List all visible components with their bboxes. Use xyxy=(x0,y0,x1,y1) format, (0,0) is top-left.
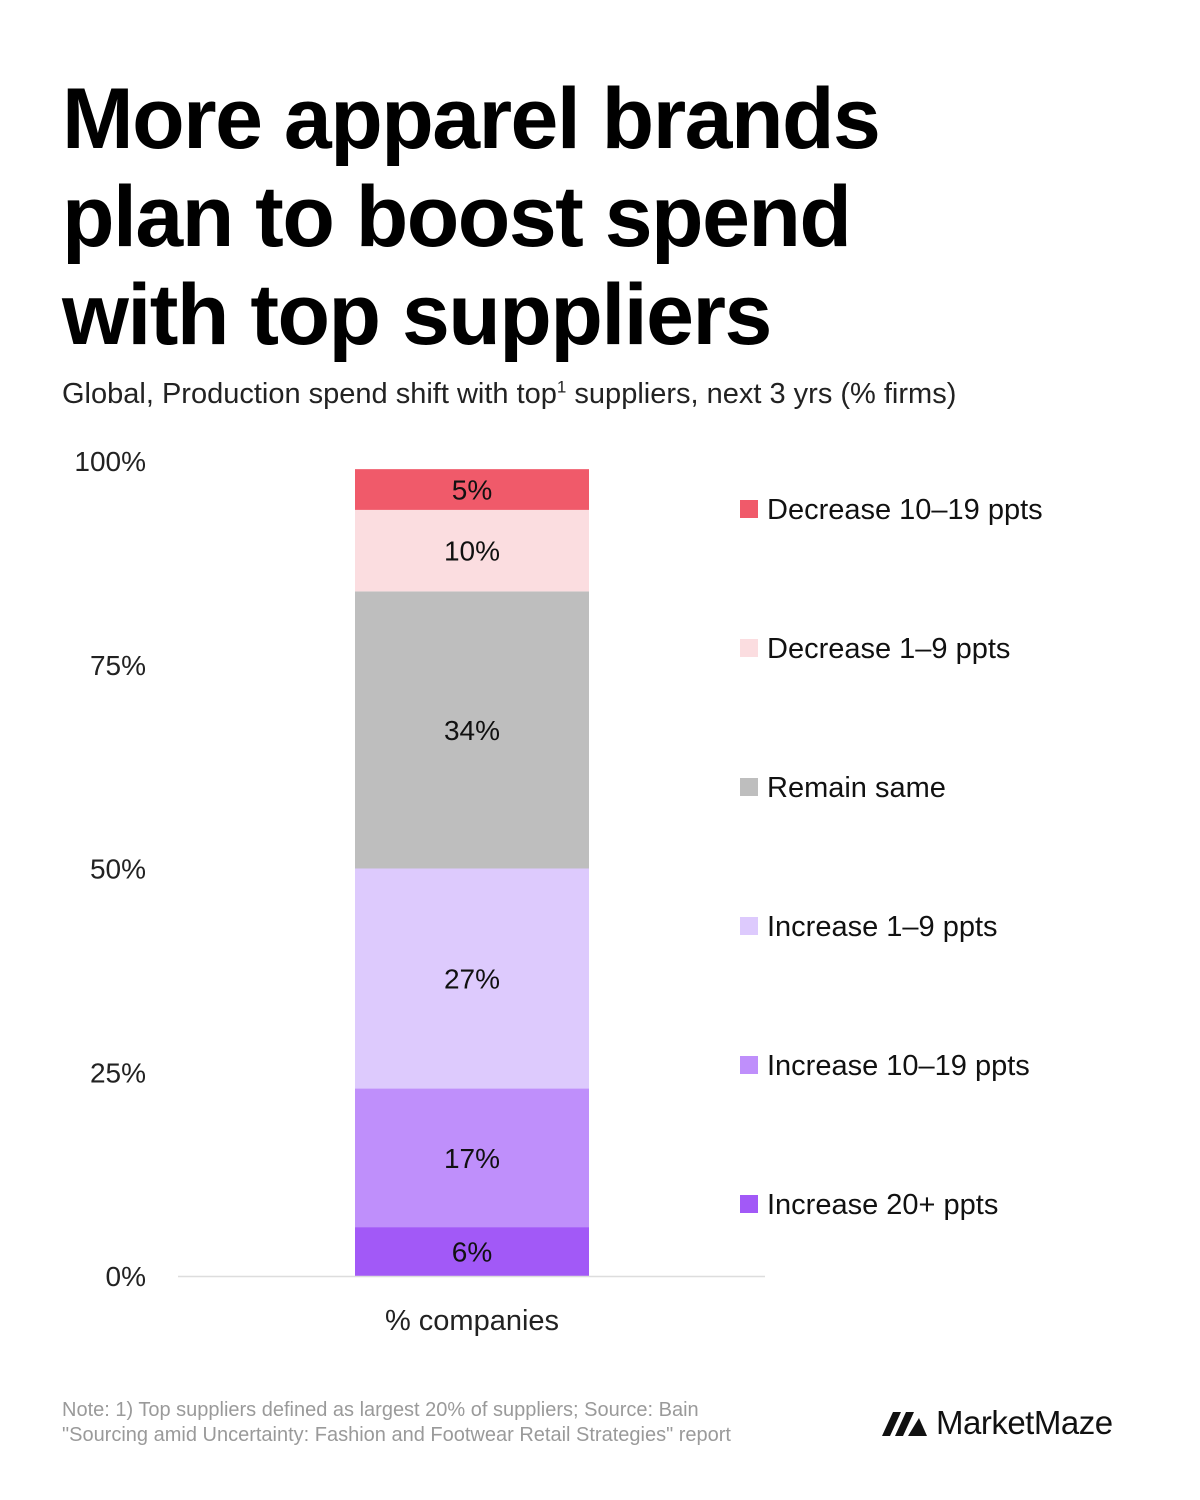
data-label: 5% xyxy=(452,475,492,506)
chart-subtitle: Global, Production spend shift with top1… xyxy=(62,378,956,411)
y-tick-label: 75% xyxy=(90,650,146,681)
brand-name: MarketMaze xyxy=(936,1404,1113,1441)
note-line-1: Note: 1) Top suppliers defined as larges… xyxy=(62,1399,699,1421)
data-label: 10% xyxy=(444,536,500,567)
legend-swatch xyxy=(740,917,758,935)
note-line-2: "Sourcing amid Uncertainty: Fashion and … xyxy=(62,1424,731,1446)
y-tick-label: 50% xyxy=(90,854,146,885)
bar-segment xyxy=(355,469,589,510)
brand-logo: MarketMaze xyxy=(882,1404,1113,1442)
page-title: More apparel brands plan to boost spend … xyxy=(62,70,1142,364)
title-line-3: with top suppliers xyxy=(62,267,772,363)
subtitle-footnote-marker: 1 xyxy=(556,377,567,397)
bar-segment xyxy=(355,1227,589,1276)
data-label: 27% xyxy=(444,964,500,995)
y-tick-label: 0% xyxy=(106,1261,146,1292)
x-category-label: % companies xyxy=(385,1305,559,1337)
data-label: 6% xyxy=(452,1237,492,1268)
legend-label: Decrease 1–9 ppts xyxy=(767,633,1010,665)
legend-swatch xyxy=(740,1056,758,1074)
footnote: Note: 1) Top suppliers defined as larges… xyxy=(62,1398,862,1448)
data-label: 34% xyxy=(444,715,500,746)
legend-swatch xyxy=(740,500,758,518)
stacked-bar-chart: 0% 25% 50% 75% 100% 6% 17% 27% 34% 10% 5% % compani… xyxy=(74,446,1043,1337)
legend-swatch xyxy=(740,1195,758,1213)
y-tick-label: 100% xyxy=(74,446,146,477)
legend-label: Decrease 10–19 ppts xyxy=(767,494,1043,526)
marketmaze-logo-icon xyxy=(882,1412,927,1436)
legend-swatch xyxy=(740,778,758,796)
bar-segment xyxy=(355,591,589,869)
legend-label: Increase 1–9 ppts xyxy=(767,911,998,943)
bar-segment xyxy=(355,868,589,1089)
title-line-2: plan to boost spend xyxy=(62,169,852,265)
title-line-1: More apparel brands xyxy=(62,71,881,167)
subtitle-text-end: suppliers, next 3 yrs (% firms) xyxy=(566,378,957,410)
data-label: 17% xyxy=(444,1143,500,1174)
subtitle-text: Global, Production spend shift with top xyxy=(62,378,557,410)
y-tick-label: 25% xyxy=(90,1057,146,1088)
bar-segment xyxy=(355,509,589,592)
legend-label: Increase 20+ ppts xyxy=(767,1189,998,1221)
legend-swatch xyxy=(740,639,758,657)
bar-segment xyxy=(355,1088,589,1228)
legend-label: Increase 10–19 ppts xyxy=(767,1050,1030,1082)
legend-label: Remain same xyxy=(767,772,946,804)
